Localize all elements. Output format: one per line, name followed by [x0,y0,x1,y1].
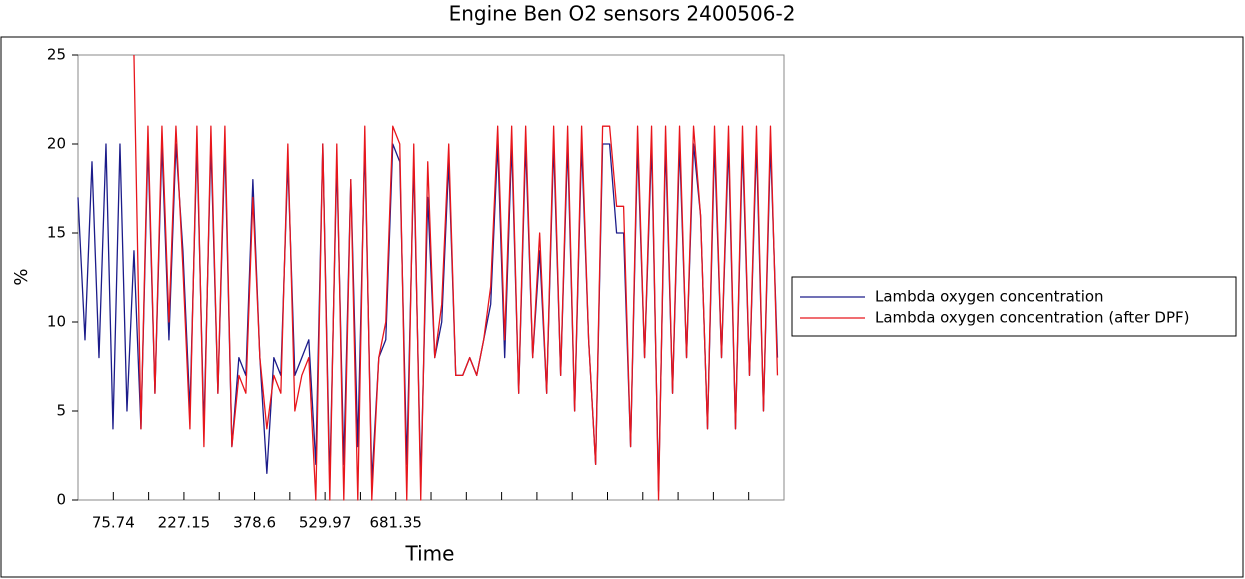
data-line [133,54,779,501]
x-tick-label: 75.74 [92,514,135,532]
x-tick-label: 227.15 [158,514,211,532]
x-axis-label: Time [405,542,455,566]
y-axis-label: % [11,268,32,285]
legend-label: Lambda oxygen concentration (after DPF) [875,309,1190,327]
legend-box [791,276,1237,337]
y-tick-label: 15 [47,224,66,242]
x-tick-label: 529.97 [299,514,352,532]
x-tick-label: 378.6 [233,514,276,532]
y-tick-label: 0 [56,491,66,509]
chart-title: Engine Ben O2 sensors 2400506-2 [449,2,796,26]
data-line [77,143,779,492]
y-tick-label: 25 [47,46,66,64]
chart-frame [0,36,1244,578]
x-tick-label: 681.35 [369,514,422,532]
y-tick-label: 10 [47,313,66,331]
legend-label: Lambda oxygen concentration [875,288,1104,306]
y-tick-label: 5 [56,402,66,420]
y-tick-label: 20 [47,135,66,153]
